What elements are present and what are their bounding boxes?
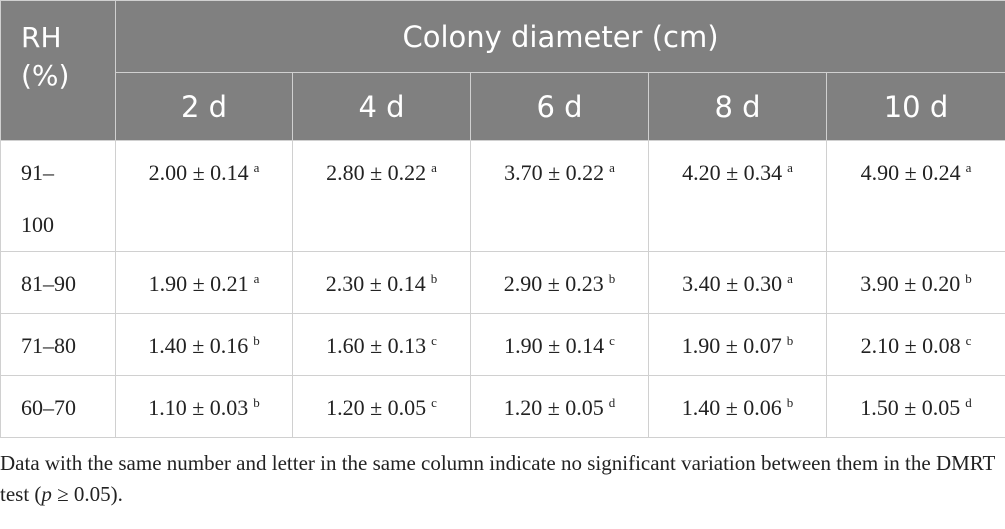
- group-header: Colony diameter (cm): [115, 0, 1005, 73]
- value-cell: 2.80 ± 0.22 a: [292, 140, 471, 252]
- rh-cell: 81–90: [0, 251, 116, 314]
- value-text: 2.90 ± 0.23: [503, 271, 604, 296]
- value-cell: 3.70 ± 0.22 a: [470, 140, 649, 252]
- day-header: 2 d: [115, 72, 293, 141]
- value-cell: 2.30 ± 0.14 b: [292, 251, 471, 314]
- value-cell: 1.10 ± 0.03 b: [115, 375, 293, 438]
- footnote-italic: p: [41, 482, 52, 506]
- rh-cell: 60–70: [0, 375, 116, 438]
- value-text: 1.40 ± 0.06: [681, 395, 782, 420]
- value-text: 2.00 ± 0.14: [148, 160, 249, 185]
- significance-letter: b: [786, 333, 794, 348]
- day-header: 4 d: [292, 72, 471, 141]
- significance-letter: c: [609, 333, 615, 348]
- value-text: 1.90 ± 0.14: [504, 333, 605, 358]
- value-cell: 2.10 ± 0.08 c: [826, 313, 1005, 376]
- footnote-text: Data with the same number and letter in …: [0, 451, 995, 506]
- day-header: 6 d: [470, 72, 649, 141]
- value-cell: 3.40 ± 0.30 a: [648, 251, 827, 314]
- day-header: 8 d: [648, 72, 827, 141]
- rh-header-line: RH: [21, 21, 62, 54]
- value-cell: 4.20 ± 0.34 a: [648, 140, 827, 252]
- significance-letter: b: [253, 395, 260, 410]
- significance-letter: a: [431, 160, 437, 175]
- significance-letter: b: [430, 271, 438, 286]
- value-cell: 1.20 ± 0.05 d: [470, 375, 649, 438]
- significance-letter: a: [253, 160, 260, 175]
- significance-letter: b: [786, 395, 794, 410]
- value-text: 1.90 ± 0.21: [148, 271, 249, 296]
- rh-cell: 91–100: [0, 140, 116, 252]
- table-row: 81–90 1.90 ± 0.21 a 2.30 ± 0.14 b 2.90 ± 0.23…: [0, 251, 1005, 314]
- rh-label: 91–100: [21, 160, 54, 237]
- rh-cell: 71–80: [0, 313, 116, 376]
- value-text: 4.20 ± 0.34: [682, 160, 783, 185]
- significance-letter: a: [787, 271, 793, 286]
- footnote-text: ≥ 0.05).: [51, 482, 123, 506]
- rh-label: 81–90: [21, 271, 76, 296]
- value-cell: 1.60 ± 0.13 c: [292, 313, 471, 376]
- rh-label: 60–70: [21, 395, 76, 420]
- significance-letter: a: [609, 160, 615, 175]
- value-text: 2.10 ± 0.08: [860, 333, 961, 358]
- value-text: 1.20 ± 0.05: [326, 395, 427, 420]
- value-text: 1.90 ± 0.07: [681, 333, 782, 358]
- significance-letter: d: [965, 395, 972, 410]
- value-cell: 2.90 ± 0.23 b: [470, 251, 649, 314]
- table-row: 91–100 2.00 ± 0.14 a 2.80 ± 0.22 a 3.70 ± 0.2…: [0, 140, 1005, 252]
- significance-letter: a: [787, 160, 793, 175]
- value-text: 4.90 ± 0.24: [860, 160, 961, 185]
- table-row: 60–70 1.10 ± 0.03 b 1.20 ± 0.05 c 1.20 ± 0.05…: [0, 375, 1005, 438]
- significance-letter: c: [431, 395, 437, 410]
- value-text: 2.30 ± 0.14: [325, 271, 426, 296]
- significance-letter: d: [608, 395, 616, 410]
- value-cell: 2.00 ± 0.14 a: [115, 140, 293, 252]
- value-cell: 1.90 ± 0.07 b: [648, 313, 827, 376]
- significance-letter: b: [253, 333, 260, 348]
- significance-letter: a: [965, 160, 972, 175]
- value-text: 1.50 ± 0.05: [860, 395, 961, 420]
- significance-letter: b: [608, 271, 616, 286]
- significance-letter: c: [431, 333, 437, 348]
- value-text: 2.80 ± 0.22: [326, 160, 427, 185]
- rh-label: 71–80: [21, 333, 76, 358]
- value-cell: 1.90 ± 0.14 c: [470, 313, 649, 376]
- value-text: 1.20 ± 0.05: [503, 395, 604, 420]
- value-cell: 1.40 ± 0.06 b: [648, 375, 827, 438]
- day-header: 10 d: [826, 72, 1005, 141]
- value-text: 3.90 ± 0.20: [860, 271, 961, 296]
- value-cell: 1.20 ± 0.05 c: [292, 375, 471, 438]
- rh-header: RH (%): [0, 0, 116, 141]
- footnote: Data with the same number and letter in …: [0, 438, 1005, 510]
- value-text: 3.70 ± 0.22: [504, 160, 605, 185]
- value-text: 3.40 ± 0.30: [682, 271, 783, 296]
- table-row: 71–80 1.40 ± 0.16 b 1.60 ± 0.13 c 1.90 ± 0.14…: [0, 313, 1005, 376]
- significance-letter: b: [965, 271, 972, 286]
- rh-header-line: (%): [21, 59, 70, 92]
- value-text: 1.60 ± 0.13: [326, 333, 427, 358]
- value-cell: 1.40 ± 0.16 b: [115, 313, 293, 376]
- value-cell: 1.90 ± 0.21 a: [115, 251, 293, 314]
- value-cell: 4.90 ± 0.24 a: [826, 140, 1005, 252]
- value-cell: 3.90 ± 0.20 b: [826, 251, 1005, 314]
- value-text: 1.10 ± 0.03: [148, 395, 249, 420]
- significance-letter: a: [253, 271, 260, 286]
- significance-letter: c: [965, 333, 972, 348]
- value-text: 1.40 ± 0.16: [148, 333, 249, 358]
- value-cell: 1.50 ± 0.05 d: [826, 375, 1005, 438]
